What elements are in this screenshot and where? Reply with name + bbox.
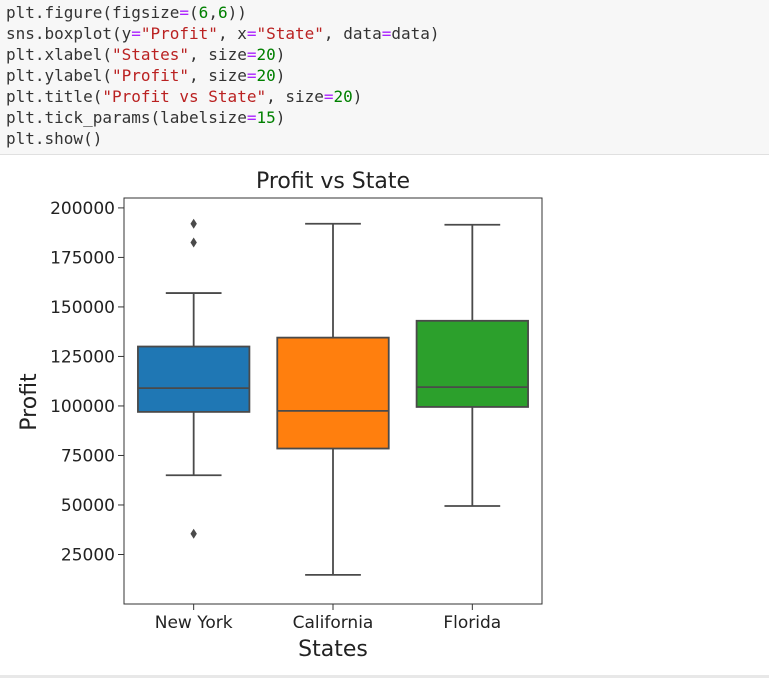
y-axis-ticks: 25000 50000 75000 100000 125000 150000 175000 2… [50,199,124,565]
code-token: 20 [256,66,276,85]
code-token: ( [189,3,199,22]
code-token: plt.xlabel( [6,45,112,64]
code-token: plt.tick_params(labelsize [6,108,247,127]
x-tick-label: California [293,613,374,633]
code-token: plt.ylabel( [6,66,112,85]
code-token: plt.show() [6,129,103,148]
y-tick-label: 25000 [61,545,115,565]
code-token: "Profit vs State" [102,87,267,106]
y-tick-label: 100000 [50,397,115,417]
code-token: , [208,3,218,22]
output-area: Profit vs State States Profit 25000 50000… [0,156,769,678]
code-token: , size [189,66,247,85]
chart-title: Profit vs State [256,169,410,194]
y-axis-label: Profit [17,373,42,431]
x-tick-label: New York [155,613,233,633]
code-token: 6 [198,3,209,22]
x-tick-label: Florida [443,613,501,633]
code-token: plt.title( [6,87,103,106]
code-editor[interactable]: plt.figure(figsize=(6,6)) sns.boxplot(y=… [6,2,440,149]
code-token: "Profit" [111,66,190,85]
code-token: , data [323,24,382,43]
code-token: ) [275,108,286,127]
code-token: , size [189,45,247,64]
code-token: = [381,24,392,43]
iqr-box [137,345,251,413]
code-token: = [246,108,257,127]
box-new-york [137,218,251,539]
iqr-box [276,336,390,450]
code-token: = [323,87,334,106]
code-token: , x [217,24,247,43]
y-tick-label: 125000 [50,347,115,367]
code-token: "State" [256,24,324,43]
y-tick-label: 50000 [61,496,115,516]
code-token: = [246,66,257,85]
code-token: 20 [256,45,276,64]
code-token: 20 [333,87,353,106]
code-token: 15 [256,108,276,127]
code-token: )) [227,3,247,22]
y-tick-label: 200000 [50,199,115,219]
code-token: plt.figure(figsize [6,3,180,22]
box-florida [415,223,529,507]
outlier-point [190,528,197,539]
code-token: = [179,3,190,22]
y-tick-label: 75000 [61,446,115,466]
boxplot-chart: Profit vs State States Profit 25000 50000… [17,169,543,662]
outlier-point [190,237,197,248]
code-token: = [246,24,257,43]
code-token: sns.boxplot(y [6,24,132,43]
x-axis-ticks: New York California Florida [155,604,501,633]
code-token: data) [391,24,440,43]
code-token: "Profit" [140,24,218,43]
cell-divider [0,675,769,678]
iqr-box [415,319,529,408]
y-tick-label: 150000 [50,298,115,318]
code-token: "States" [111,45,190,64]
code-cell[interactable]: plt.figure(figsize=(6,6)) sns.boxplot(y=… [0,0,769,155]
box-california [276,222,390,576]
y-tick-label: 175000 [50,248,115,268]
outlier-point [190,218,197,229]
x-axis-label: States [298,637,368,662]
code-token: = [131,24,141,43]
code-token: ) [275,66,286,85]
code-token: = [246,45,257,64]
code-token: ) [352,87,363,106]
code-token: ) [275,45,286,64]
code-token: , size [266,87,324,106]
box-series [137,218,529,576]
code-token: 6 [217,3,228,22]
